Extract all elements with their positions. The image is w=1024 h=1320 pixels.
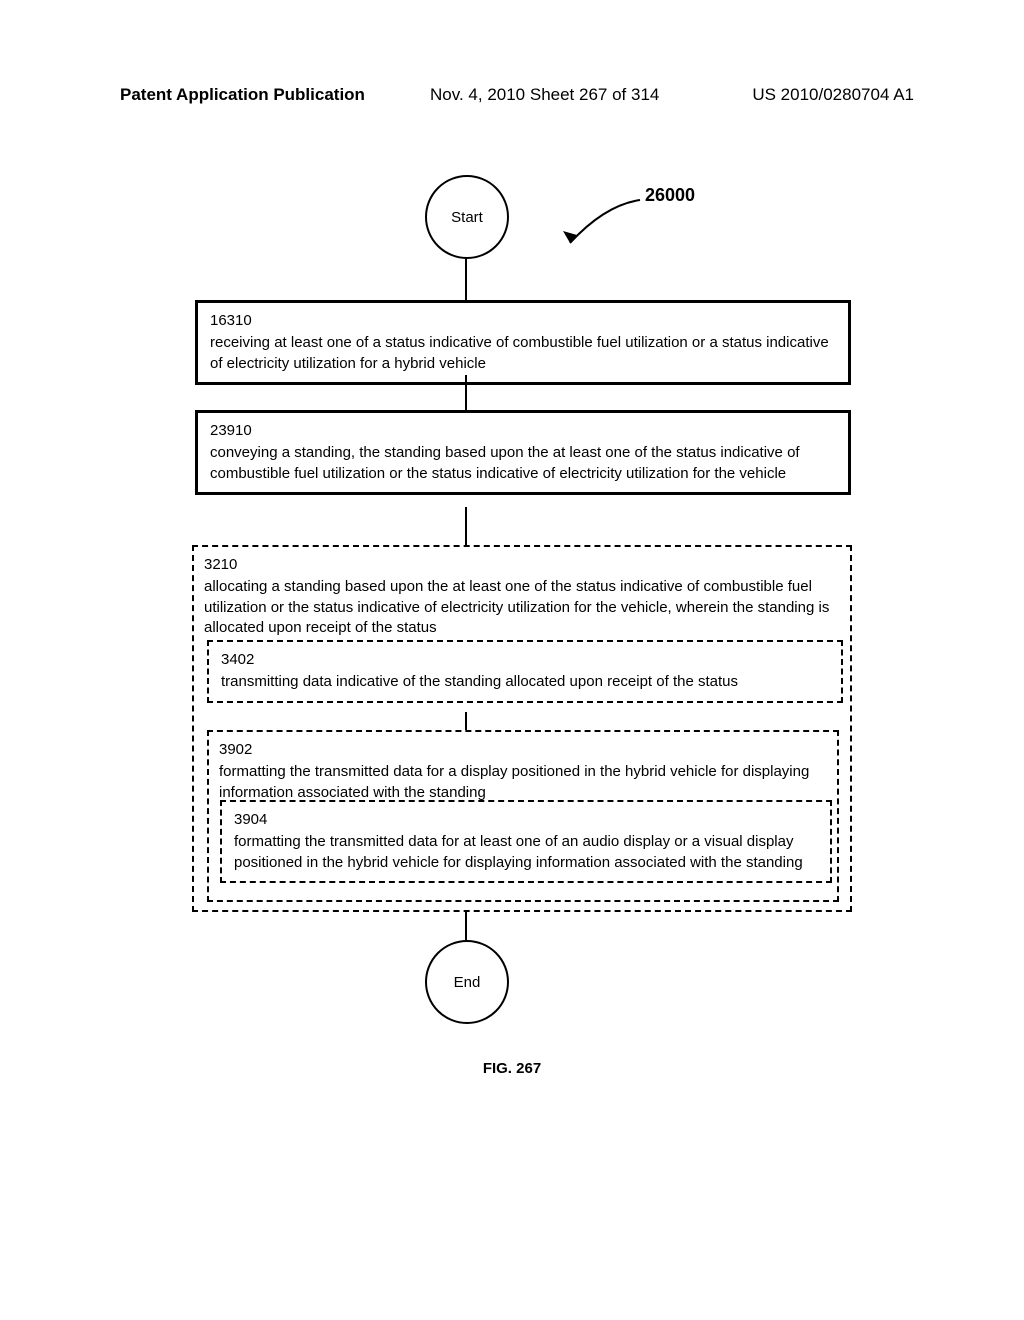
header-left: Patent Application Publication [120,85,365,105]
header-right: US 2010/0280704 A1 [752,85,914,105]
box-id-3210: 3210 [204,555,840,575]
process-box-16310: 16310 receiving at least one of a status… [195,300,851,385]
box-id-16310: 16310 [210,311,836,331]
end-node: End [425,940,509,1024]
box-text-16310: receiving at least one of a status indic… [210,334,829,371]
connector-box4-box5 [465,712,467,730]
start-label: Start [451,209,483,226]
figure-caption: FIG. 267 [0,1060,1024,1077]
leader-line [555,195,645,255]
connector-start-box1 [465,257,467,300]
start-node: Start [425,175,509,259]
box-id-3904: 3904 [234,810,818,830]
optional-box-3402: 3402 transmitting data indicative of the… [207,640,843,703]
reference-number: 26000 [645,185,695,206]
connector-box2-box3 [465,507,467,545]
process-box-23910: 23910 conveying a standing, the standing… [195,410,851,495]
box-text-3904: formatting the transmitted data for at l… [234,833,803,870]
connector-box3-end [465,912,467,940]
optional-box-3904: 3904 formatting the transmitted data for… [220,800,832,883]
box-id-3402: 3402 [221,650,829,670]
box-text-3902: formatting the transmitted data for a di… [219,763,809,800]
box-text-23910: conveying a standing, the standing based… [210,444,800,481]
connector-box1-box2 [465,375,467,410]
box-id-23910: 23910 [210,421,836,441]
box-text-3402: transmitting data indicative of the stan… [221,673,738,690]
box-text-3210: allocating a standing based upon the at … [204,578,829,636]
end-label: End [454,974,481,991]
box-id-3902: 3902 [219,740,827,760]
header-center: Nov. 4, 2010 Sheet 267 of 314 [430,85,659,105]
